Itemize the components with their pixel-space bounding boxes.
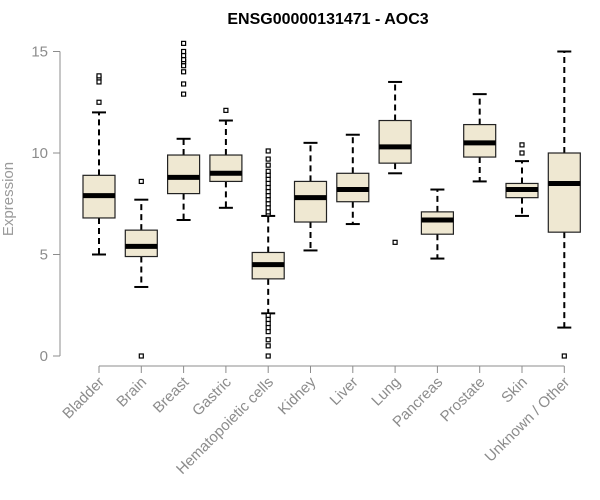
outlier-point bbox=[561, 353, 567, 359]
outlier-point bbox=[181, 57, 187, 63]
outlier-point bbox=[265, 324, 271, 331]
y-tick-label: 0 bbox=[40, 348, 48, 365]
box-group bbox=[124, 178, 158, 359]
box bbox=[124, 229, 158, 258]
category-label: Liver bbox=[327, 374, 362, 409]
outlier-point bbox=[181, 69, 187, 75]
box-group bbox=[336, 133, 370, 226]
outlier-point bbox=[96, 79, 102, 85]
y-axis-label: Expression bbox=[0, 162, 17, 236]
outlier-point bbox=[265, 337, 271, 343]
outlier-point bbox=[265, 312, 271, 318]
outlier-point bbox=[96, 73, 102, 79]
y-tick-label: 5 bbox=[40, 247, 48, 264]
box bbox=[420, 211, 454, 235]
box-group bbox=[251, 148, 285, 359]
outlier-point bbox=[392, 239, 398, 245]
category-label: Bladder bbox=[59, 374, 108, 423]
outlier-point bbox=[96, 99, 102, 105]
outlier-point bbox=[265, 316, 271, 323]
box bbox=[209, 154, 243, 183]
outlier-point bbox=[265, 156, 271, 162]
outlier-point bbox=[181, 52, 187, 59]
outlier-point bbox=[265, 148, 271, 154]
y-tick-label: 10 bbox=[31, 145, 48, 162]
outlier-point bbox=[519, 150, 525, 156]
outlier-point bbox=[265, 184, 271, 191]
box bbox=[547, 152, 581, 233]
chart-title: ENSG00000131471 - AOC3 bbox=[227, 11, 428, 28]
box-group bbox=[505, 142, 539, 217]
outlier-point bbox=[265, 205, 271, 211]
box-group bbox=[167, 40, 201, 221]
outlier-point bbox=[265, 193, 271, 199]
outlier-point bbox=[265, 201, 271, 207]
outlier-point bbox=[265, 209, 271, 215]
outlier-point bbox=[138, 178, 144, 185]
category-label: Brain bbox=[113, 374, 150, 411]
outlier-point bbox=[181, 40, 187, 46]
outlier-point bbox=[181, 91, 187, 97]
category-label: Lung bbox=[368, 374, 404, 410]
outlier-point bbox=[265, 343, 271, 349]
category-label: Kidney bbox=[275, 373, 320, 418]
outlier-point bbox=[181, 81, 187, 87]
category-label: Breast bbox=[150, 373, 193, 416]
box-group bbox=[378, 80, 412, 245]
outlier-point bbox=[223, 107, 229, 113]
box bbox=[167, 154, 201, 195]
box-group bbox=[547, 50, 581, 359]
box bbox=[293, 180, 328, 223]
outlier-point bbox=[265, 162, 271, 168]
outlier-point bbox=[265, 188, 271, 195]
box-group bbox=[420, 188, 454, 260]
outlier-point bbox=[181, 63, 187, 69]
outlier-point bbox=[265, 176, 271, 182]
outlier-point bbox=[265, 353, 271, 359]
outlier-point bbox=[181, 48, 187, 55]
category-label: Skin bbox=[498, 374, 531, 407]
outlier-point bbox=[265, 329, 271, 335]
outlier-point bbox=[265, 172, 271, 178]
category-label: Prostate bbox=[437, 374, 489, 426]
outlier-point bbox=[265, 197, 271, 203]
box-group bbox=[209, 107, 243, 209]
box bbox=[378, 119, 412, 164]
box-group bbox=[82, 73, 116, 256]
box-series bbox=[82, 40, 581, 359]
y-tick-label: 15 bbox=[31, 44, 48, 61]
outlier-point bbox=[519, 142, 525, 148]
box-group bbox=[463, 93, 497, 183]
outlier-point bbox=[138, 353, 144, 359]
outlier-point bbox=[265, 168, 271, 174]
outlier-point bbox=[265, 320, 271, 327]
outlier-point bbox=[265, 180, 271, 187]
axes: 0 5 10 15 bbox=[31, 44, 565, 367]
box-group bbox=[293, 141, 328, 252]
